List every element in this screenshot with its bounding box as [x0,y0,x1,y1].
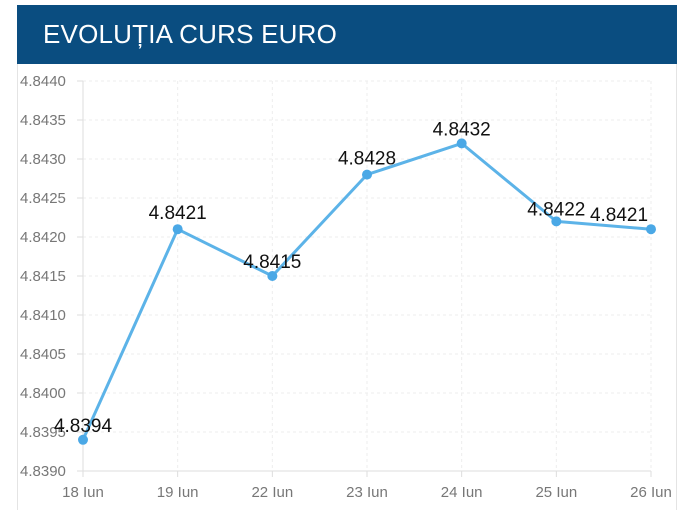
y-tick-label: 4.8435 [20,112,66,129]
x-tick-label: 22 Iun [251,484,293,501]
data-point[interactable] [78,434,88,445]
y-tick-label: 4.8395 [20,424,66,441]
chart-frame [17,64,677,510]
data-point[interactable] [267,271,278,281]
y-tick-label: 4.8390 [20,463,66,480]
y-tick-label: 4.8410 [20,307,66,324]
data-point[interactable] [362,169,372,180]
x-tick-label: 19 Iun [157,484,199,501]
y-tick-label: 4.8415 [20,268,66,285]
y-tick-label: 4.8430 [20,151,66,168]
y-tick-label: 4.8420 [20,229,66,246]
y-tick-label: 4.8400 [20,385,66,402]
data-label: 4.8415 [243,252,301,273]
data-point[interactable] [172,224,183,235]
data-label: 4.8421 [590,205,648,226]
y-tick-label: 4.8425 [20,190,66,207]
data-label: 4.8421 [149,203,207,224]
x-tick-label: 25 Iun [535,484,577,501]
x-tick-label: 23 Iun [346,484,388,501]
data-points [78,138,656,445]
grid-lines [82,80,652,472]
data-label: 4.8432 [433,119,491,140]
chart-header: EVOLUȚIA CURS EURO [17,5,677,64]
x-tick-label: 26 Iun [630,484,672,501]
x-tick-label: 18 Iun [62,484,104,501]
data-label: 4.8422 [527,199,585,220]
x-axis: 18 Iun 19 Iun 22 Iun 23 Iun 24 Iun 25 Iun 26 I… [62,470,672,501]
y-axis: 4.8390 4.8395 4.8400 4.8405 4.8410 4.8415 4.84… [20,73,84,480]
data-label: 4.8394 [54,416,113,437]
y-tick-label: 4.8405 [20,346,66,363]
data-point[interactable] [456,138,467,149]
chart-title: EVOLUȚIA CURS EURO [43,19,337,49]
x-tick-label: 24 Iun [441,484,483,501]
data-point[interactable] [551,216,562,227]
data-point[interactable] [646,224,656,235]
y-tick-label: 4.8440 [20,73,66,90]
data-label: 4.8428 [338,149,396,170]
